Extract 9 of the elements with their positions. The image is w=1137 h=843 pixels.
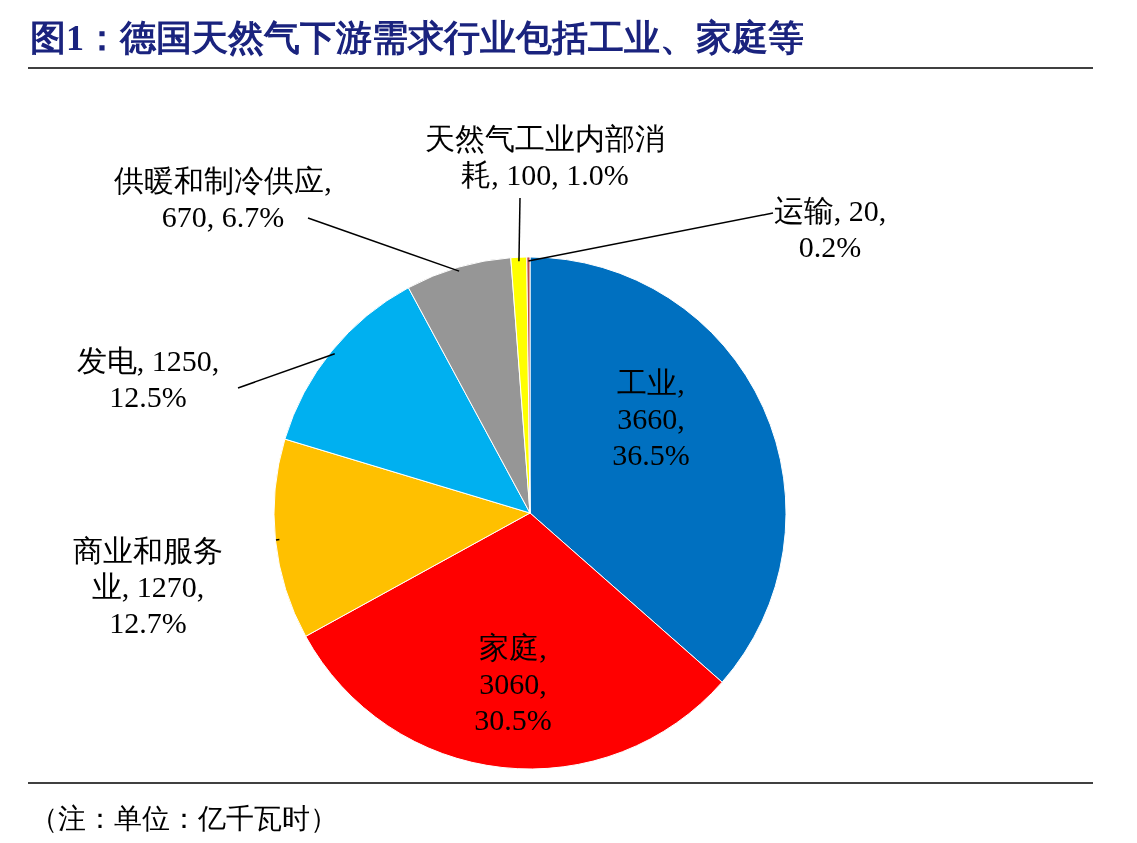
slice-label: 工业, 3660, 36.5%: [612, 365, 690, 471]
slice-label: 天然气工业内部消耗, 100, 1.0%: [425, 121, 665, 191]
slice-label: 供暖和制冷供应, 670, 6.7%: [114, 163, 332, 233]
text: （注：单位：亿千瓦时）: [30, 803, 338, 834]
slice-label: 家庭, 3060, 30.5%: [474, 630, 552, 736]
chart-title: 图1：德国天然气下游需求行业包括工业、家庭等: [30, 18, 804, 58]
slice-label: 发电, 1250, 12.5%: [76, 343, 220, 413]
slice-label: 运输, 20, 0.2%: [773, 193, 887, 263]
slice-label: 商业和服务业, 1270, 12.7%: [73, 533, 223, 639]
